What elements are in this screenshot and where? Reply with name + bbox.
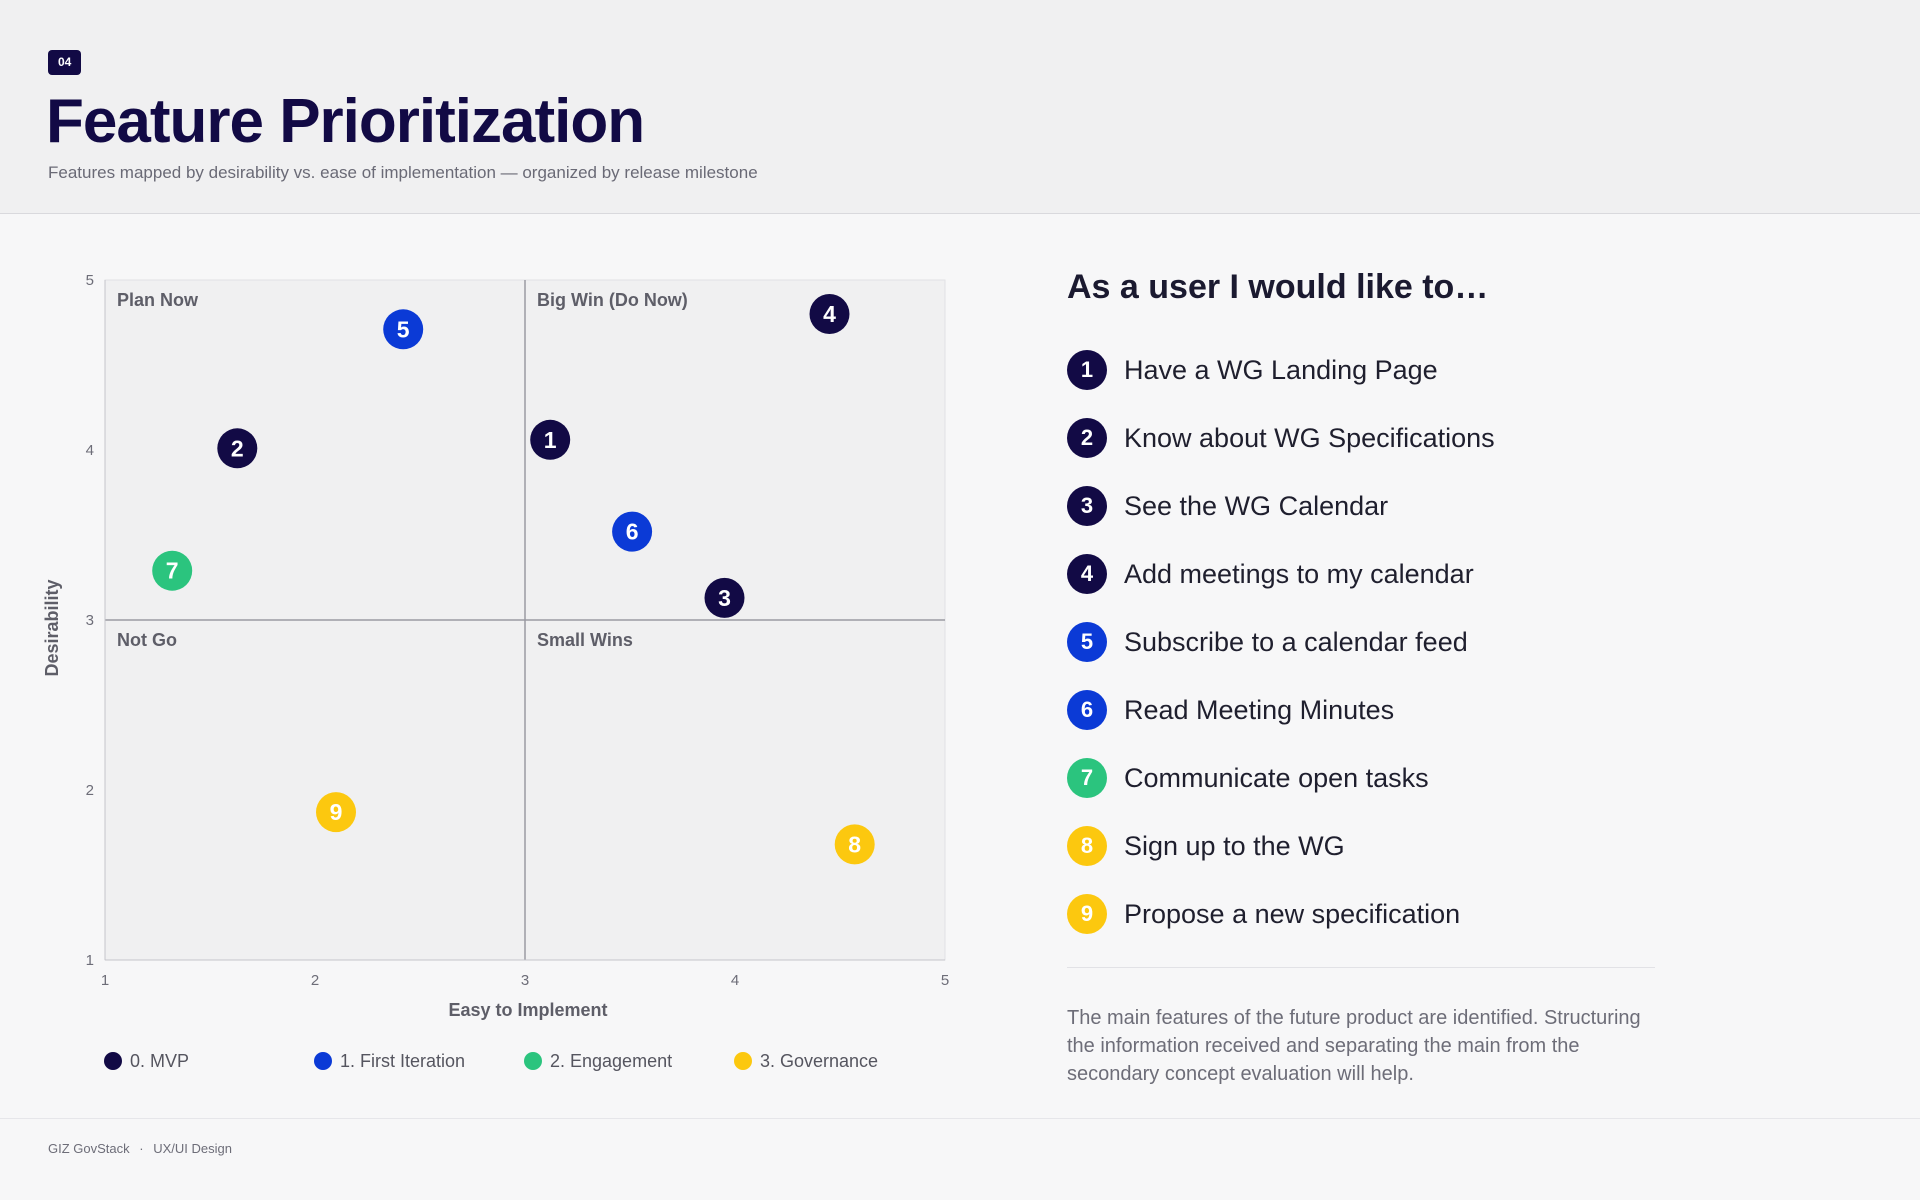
feature-item: 9 Propose a new specification bbox=[1067, 880, 1687, 948]
data-point-label: 9 bbox=[330, 799, 343, 825]
slide-number-badge: 04 bbox=[48, 50, 82, 75]
feature-text: Add meetings to my calendar bbox=[1124, 558, 1474, 589]
x-tick-label: 5 bbox=[941, 972, 949, 989]
feature-text: Subscribe to a calendar feed bbox=[1124, 626, 1468, 657]
data-point-label: 3 bbox=[718, 585, 731, 611]
feature-item: 7 Communicate open tasks bbox=[1067, 744, 1687, 812]
data-point-label: 2 bbox=[231, 435, 244, 461]
x-tick-label: 1 bbox=[101, 972, 109, 989]
legend-swatch bbox=[734, 1052, 752, 1070]
data-point bbox=[152, 550, 193, 591]
footer-credits: GIZ GovStack · UX/UI Design bbox=[48, 1141, 232, 1156]
feature-number-badge: 5 bbox=[1067, 622, 1107, 662]
feature-item: 5 Subscribe to a calendar feed bbox=[1067, 608, 1687, 676]
feature-item: 2 Know about WG Specifications bbox=[1067, 404, 1687, 472]
feature-list-heading: As a user I would like to… bbox=[1067, 268, 1489, 306]
feature-number-badge: 2 bbox=[1067, 418, 1107, 458]
y-tick-label: 3 bbox=[86, 612, 94, 629]
feature-number-badge: 1 bbox=[1067, 350, 1107, 390]
quadrant-label: Plan Now bbox=[117, 290, 199, 310]
feature-text: Know about WG Specifications bbox=[1124, 422, 1495, 453]
feature-item: 6 Read Meeting Minutes bbox=[1067, 676, 1687, 744]
legend-item: 1. First Iteration bbox=[314, 1049, 465, 1073]
data-point bbox=[217, 428, 258, 469]
description-text: The main features of the future product … bbox=[1067, 1007, 1641, 1085]
data-point bbox=[530, 419, 571, 460]
feature-text: Have a WG Landing Page bbox=[1124, 354, 1438, 385]
feature-text: Sign up to the WG bbox=[1124, 830, 1345, 861]
legend-swatch bbox=[524, 1052, 542, 1070]
feature-number-badge: 9 bbox=[1067, 894, 1107, 934]
prioritization-scatter-chart: Plan Now Big Win (Do Now) Not Go Small Wins… bbox=[42, 272, 949, 1020]
quadrant-label: Big Win (Do Now) bbox=[537, 290, 688, 310]
footer-org: GIZ GovStack bbox=[48, 1141, 130, 1156]
feature-item: 1 Have a WG Landing Page bbox=[1067, 336, 1687, 404]
feature-number-badge: 8 bbox=[1067, 826, 1107, 866]
quadrant-label: Not Go bbox=[117, 630, 177, 650]
feature-text: See the WG Calendar bbox=[1124, 490, 1389, 521]
data-point bbox=[316, 792, 356, 833]
legend-item: 2. Engagement bbox=[524, 1049, 672, 1073]
legend-swatch bbox=[104, 1052, 122, 1070]
feature-item: 4 Add meetings to my calendar bbox=[1067, 540, 1687, 608]
x-tick-label: 3 bbox=[521, 972, 529, 989]
page-title: Feature Prioritization bbox=[46, 87, 645, 156]
feature-item: 3 See the WG Calendar bbox=[1067, 472, 1687, 540]
page-footer: GIZ GovStack · UX/UI Design bbox=[0, 1118, 1920, 1200]
chart-legend: 0. MVP 1. First Iteration 2. Engagement 3. … bbox=[104, 1049, 944, 1073]
feature-text: Communicate open tasks bbox=[1124, 762, 1429, 793]
data-point bbox=[809, 294, 850, 334]
footer-separator: · bbox=[139, 1141, 144, 1156]
feature-list: 1 Have a WG Landing Page 2 Know about WG Sp… bbox=[1067, 336, 1687, 948]
data-point-label: 5 bbox=[397, 316, 410, 342]
page-header: 04 Feature Prioritization Features mappe… bbox=[0, 0, 1920, 214]
feature-item: 8 Sign up to the WG bbox=[1067, 812, 1687, 880]
data-point bbox=[834, 824, 875, 865]
data-point bbox=[704, 577, 745, 618]
data-point bbox=[612, 511, 653, 552]
legend-item: 0. MVP bbox=[104, 1049, 189, 1073]
x-tick-label: 2 bbox=[311, 972, 319, 989]
y-tick-label: 2 bbox=[86, 782, 94, 799]
legend-label: 1. First Iteration bbox=[340, 1050, 466, 1071]
legend-label: 2. Engagement bbox=[550, 1050, 673, 1071]
page-subtitle: Features mapped by desirability vs. ease… bbox=[48, 163, 758, 182]
feature-text: Propose a new specification bbox=[1124, 898, 1461, 929]
legend-label: 3. Governance bbox=[760, 1050, 879, 1071]
legend-item: 3. Governance bbox=[734, 1049, 878, 1073]
feature-number-badge: 6 bbox=[1067, 690, 1107, 730]
feature-number-badge: 3 bbox=[1067, 486, 1107, 526]
feature-number-badge: 4 bbox=[1067, 554, 1107, 594]
y-tick-label: 5 bbox=[86, 272, 94, 289]
y-axis-title: Desirability bbox=[42, 579, 62, 676]
data-point-label: 6 bbox=[626, 519, 639, 545]
feature-text: Read Meeting Minutes bbox=[1124, 694, 1395, 725]
section-divider bbox=[1067, 967, 1655, 968]
legend-label: 0. MVP bbox=[130, 1050, 190, 1071]
x-axis-title: Easy to Implement bbox=[448, 1000, 607, 1020]
footer-section: UX/UI Design bbox=[153, 1141, 232, 1156]
x-tick-label: 4 bbox=[731, 972, 739, 989]
feature-number-badge: 7 bbox=[1067, 758, 1107, 798]
data-point-label: 8 bbox=[848, 831, 861, 857]
data-point-label: 4 bbox=[823, 301, 836, 327]
quadrant-label: Small Wins bbox=[537, 630, 633, 650]
data-point-label: 1 bbox=[544, 427, 557, 453]
y-tick-label: 4 bbox=[86, 442, 94, 459]
y-tick-label: 1 bbox=[86, 952, 94, 969]
data-point bbox=[383, 309, 424, 350]
legend-swatch bbox=[314, 1052, 332, 1070]
data-point-label: 7 bbox=[166, 558, 179, 584]
